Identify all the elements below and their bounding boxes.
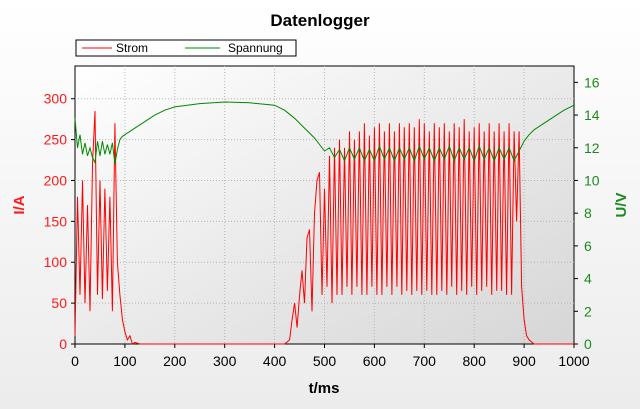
- y-right-tick-label: 0: [584, 336, 592, 352]
- legend: Strom Spannung: [75, 39, 297, 57]
- y-left-ticks: 0 50 100 150 200 250 300: [44, 91, 75, 352]
- x-tick-label: 900: [512, 353, 536, 369]
- x-tick-label: 600: [363, 353, 387, 369]
- y-right-tick-label: 16: [584, 74, 600, 90]
- y-left-tick-label: 100: [44, 254, 68, 270]
- y-left-tick-label: 200: [44, 172, 68, 188]
- series-layer: [74, 101, 575, 345]
- x-tick-label: 100: [113, 353, 137, 369]
- y-left-axis-label: I/A: [11, 195, 28, 214]
- legend-label-strom: Strom: [116, 41, 148, 55]
- x-tick-label: 400: [263, 353, 287, 369]
- series-line-spannung: [74, 101, 575, 165]
- x-tick-label: 200: [163, 353, 187, 369]
- y-left-tick-label: 250: [44, 132, 68, 148]
- x-tick-label: 500: [313, 353, 337, 369]
- y-right-tick-label: 12: [584, 140, 600, 156]
- x-tick-label: 1000: [558, 353, 589, 369]
- x-tick-label: 700: [413, 353, 437, 369]
- y-left-tick-label: 300: [44, 91, 68, 107]
- x-tick-label: 0: [71, 353, 79, 369]
- grid: [75, 66, 574, 344]
- x-ticks: 0 100 200 300 400 500 600 700 800 900 1000: [71, 344, 590, 369]
- y-right-tick-label: 6: [584, 238, 592, 254]
- y-left-tick-label: 150: [44, 213, 68, 229]
- y-left-tick-label: 0: [59, 336, 67, 352]
- x-axis-label: t/ms: [309, 380, 340, 397]
- x-tick-label: 300: [213, 353, 237, 369]
- series-line-strom: [74, 110, 574, 345]
- y-right-tick-label: 10: [584, 172, 600, 188]
- y-right-axis-label: U/V: [613, 192, 630, 217]
- y-right-ticks: 0 2 4 6 8 10 12 14 16: [574, 74, 600, 352]
- y-right-tick-label: 2: [584, 303, 592, 319]
- y-right-tick-label: 14: [584, 107, 600, 123]
- y-right-tick-label: 8: [584, 205, 592, 221]
- chart-title: Datenlogger: [270, 11, 370, 30]
- y-right-tick-label: 4: [584, 271, 592, 287]
- x-tick-label: 800: [463, 353, 487, 369]
- y-left-tick-label: 50: [51, 295, 67, 311]
- legend-label-spannung: Spannung: [228, 41, 283, 55]
